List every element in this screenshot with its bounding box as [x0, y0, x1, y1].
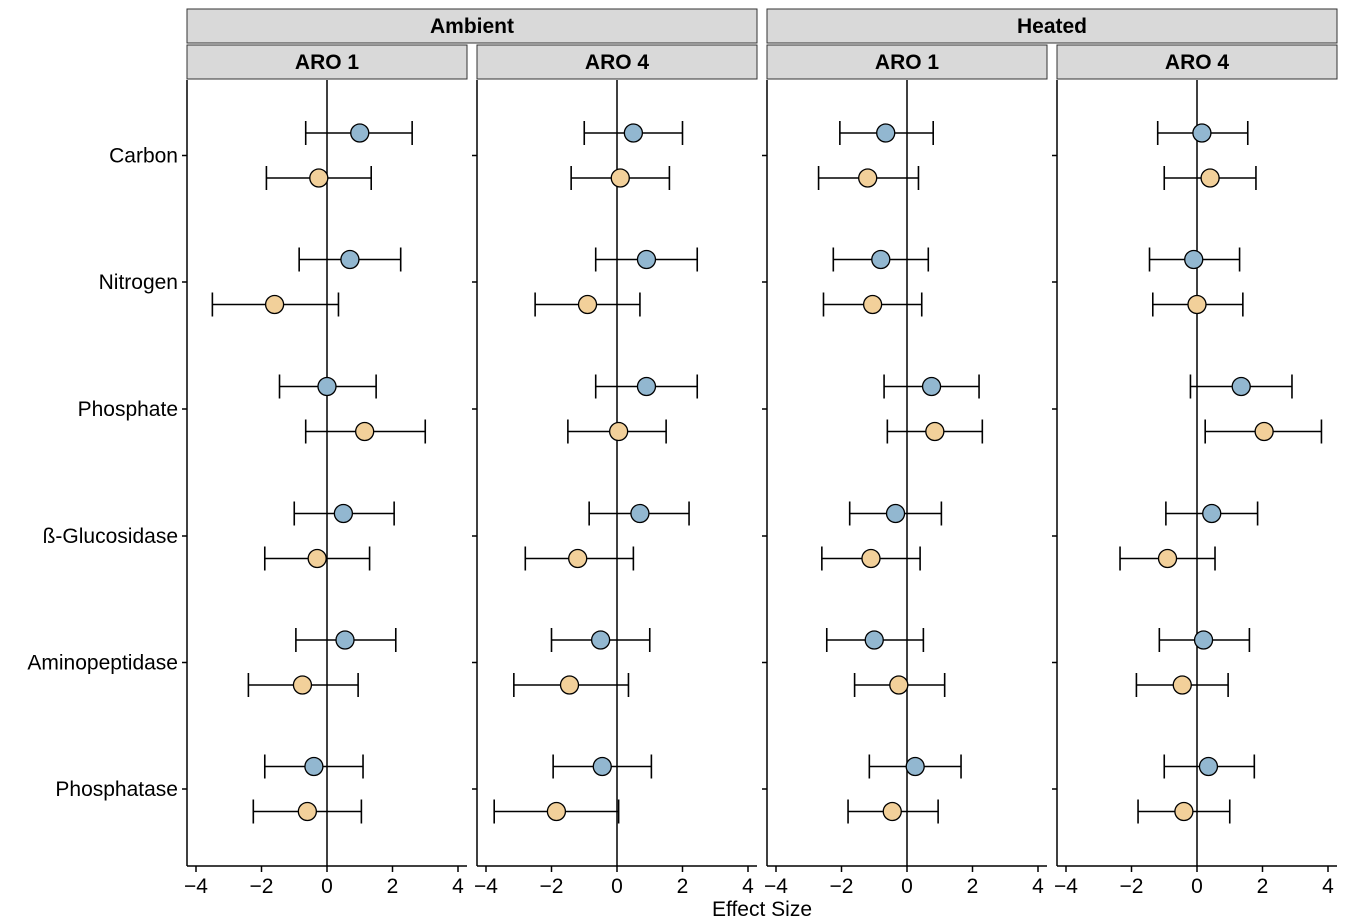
site-strip	[1056, 44, 1338, 80]
estimate-point	[1157, 548, 1178, 569]
estimate-point	[864, 630, 884, 650]
x-tick-label: 4	[742, 875, 754, 898]
treatment-strip	[186, 8, 758, 44]
estimate-point	[862, 294, 883, 315]
x-tick-label: −4	[474, 875, 498, 898]
estimate-point	[590, 630, 611, 650]
estimate-point	[630, 503, 650, 524]
estimate-point	[1202, 503, 1222, 524]
site-strip-label: ARO 4	[585, 51, 650, 74]
estimate-point	[1174, 801, 1194, 822]
estimate-point	[1172, 675, 1192, 695]
estimate-point	[307, 548, 327, 569]
estimate-point	[608, 421, 629, 442]
x-tick-label: 0	[611, 875, 623, 898]
x-tick-label: −4	[1054, 875, 1078, 898]
facet-panel: −4 −2 0 2 4	[1052, 80, 1337, 898]
estimate-point	[921, 376, 942, 397]
estimate-point	[636, 376, 657, 397]
estimate-point	[905, 756, 925, 777]
estimate-point	[546, 801, 567, 822]
estimate-point	[1200, 168, 1220, 188]
x-tick-label: 0	[1191, 875, 1203, 898]
x-tick-label: 4	[452, 875, 464, 898]
facet-panel: −4 −2 0 2 4	[182, 80, 467, 898]
estimate-point	[297, 801, 318, 822]
estimate-point	[264, 294, 285, 315]
estimate-point	[925, 421, 945, 442]
x-tick-label: 0	[901, 875, 913, 898]
estimate-point	[355, 421, 375, 442]
estimate-point	[623, 123, 644, 143]
site-strip	[186, 44, 468, 80]
site-strip-label: ARO 4	[1165, 51, 1230, 74]
estimate-point	[885, 503, 906, 524]
x-tick-label: −2	[1120, 875, 1144, 898]
estimate-point	[1192, 123, 1212, 143]
estimate-point	[340, 249, 360, 270]
estimate-point	[871, 249, 891, 270]
facet-panels: −4 −2 0 2 4 −4 −2 0 2 4 −4 −2 0 2 4 −4 −2 0 2 4	[182, 80, 1337, 898]
estimate-point	[1231, 376, 1251, 397]
facet-strips: Ambient Heated ARO 1 ARO 4 ARO 1 ARO 4	[186, 8, 1338, 80]
estimate-point	[333, 503, 354, 524]
treatment-strip-label: Heated	[1017, 15, 1087, 38]
estimate-point	[1187, 294, 1207, 315]
estimate-point	[861, 548, 881, 569]
estimate-point	[309, 168, 329, 188]
estimate-point	[304, 756, 324, 777]
site-strip	[476, 44, 758, 80]
estimate-point	[559, 675, 580, 695]
facet-panel: −4 −2 0 2 4	[762, 80, 1047, 898]
x-tick-label: −4	[184, 875, 208, 898]
estimate-point	[636, 249, 657, 270]
estimate-point	[610, 168, 630, 188]
y-category-label: Carbon	[109, 145, 178, 168]
estimate-point	[292, 675, 313, 695]
y-category-label: Aminopeptidase	[27, 652, 178, 675]
x-tick-label: −2	[250, 875, 274, 898]
y-category-label: Phosphate	[78, 398, 178, 421]
x-tick-label: 2	[677, 875, 689, 898]
x-tick-label: 4	[1322, 875, 1334, 898]
treatment-strip	[766, 8, 1338, 44]
estimate-point	[1193, 630, 1214, 650]
y-category-label: ß-Glucosidase	[43, 525, 178, 548]
estimate-point	[592, 756, 612, 777]
y-category-label: Nitrogen	[99, 271, 178, 294]
estimate-point	[889, 675, 909, 695]
x-tick-label: −4	[764, 875, 788, 898]
estimate-point	[876, 123, 896, 143]
x-tick-label: −2	[540, 875, 564, 898]
site-strip-label: ARO 1	[875, 51, 940, 74]
estimate-point	[858, 168, 878, 188]
x-tick-label: 2	[967, 875, 979, 898]
estimate-point	[335, 630, 355, 650]
x-tick-label: −2	[830, 875, 854, 898]
x-axis-title: Effect Size	[712, 898, 812, 921]
x-tick-label: 2	[387, 875, 399, 898]
estimate-point	[1198, 756, 1219, 777]
estimate-point	[350, 123, 370, 143]
site-strip-label: ARO 1	[295, 51, 360, 74]
estimate-point	[568, 548, 588, 569]
y-axis-labels: Carbon Nitrogen Phosphate ß-Glucosidase Amin…	[27, 145, 178, 802]
x-tick-label: 4	[1032, 875, 1044, 898]
treatment-strip-label: Ambient	[430, 15, 514, 38]
site-strip	[766, 44, 1048, 80]
x-tick-label: 2	[1257, 875, 1269, 898]
facet-panel: −4 −2 0 2 4	[472, 80, 757, 898]
estimate-point	[882, 801, 902, 822]
y-category-label: Phosphatase	[55, 778, 178, 801]
x-tick-label: 0	[321, 875, 333, 898]
estimate-point	[577, 294, 598, 315]
estimate-point	[1184, 249, 1204, 270]
estimate-point	[317, 376, 337, 397]
estimate-point	[1254, 421, 1274, 442]
